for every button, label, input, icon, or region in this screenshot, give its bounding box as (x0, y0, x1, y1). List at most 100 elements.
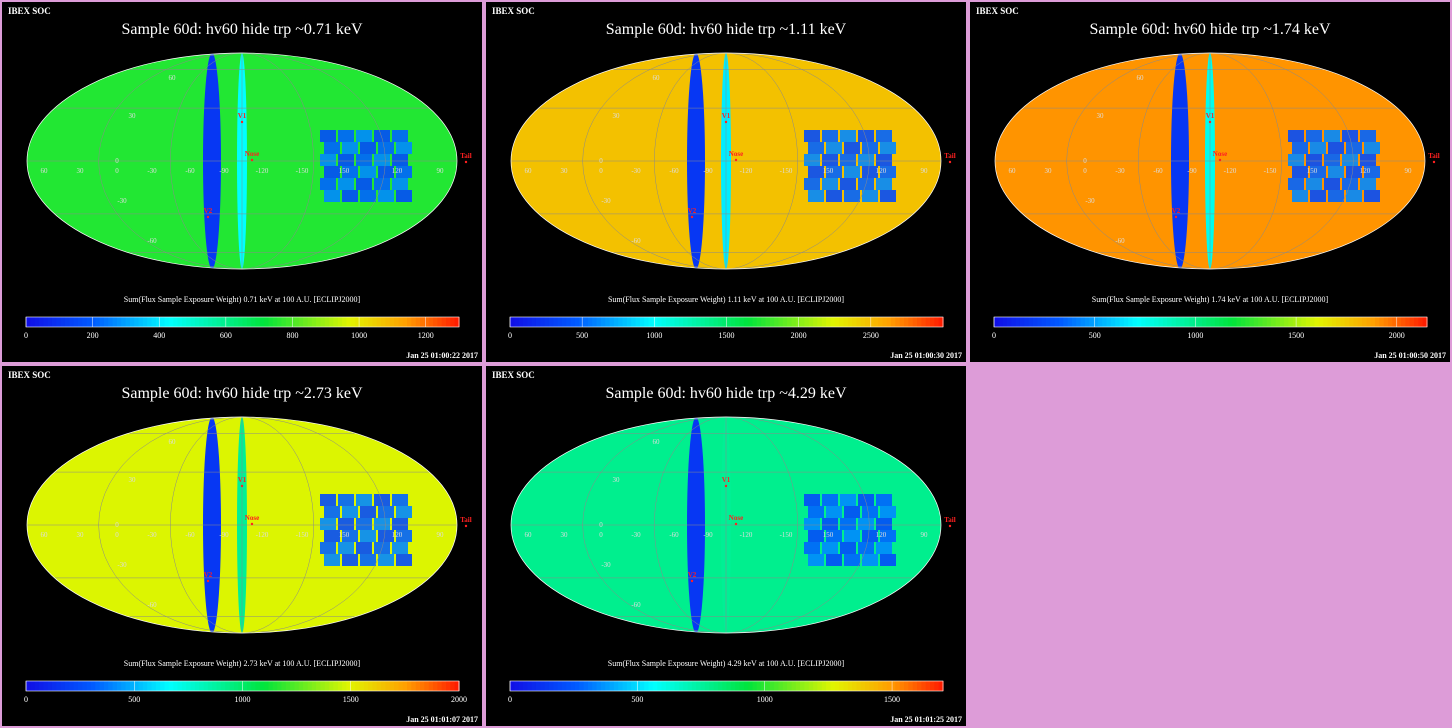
low-flux-patch (840, 130, 856, 142)
colorbar-cell (795, 681, 801, 691)
colorbar-cell (553, 317, 559, 327)
colorbar-cell (103, 681, 109, 691)
colorbar-cell (177, 317, 183, 327)
colorbar-cell (1180, 317, 1186, 327)
colorbar-tick-label: 0 (24, 695, 28, 704)
colorbar-cell (579, 317, 585, 327)
lat-label: -60 (1115, 237, 1125, 245)
lon-label: 30 (77, 531, 85, 539)
colorbar-cell (424, 317, 430, 327)
colorbar-cell (847, 681, 853, 691)
colorbar-cell (151, 681, 157, 691)
colorbar-cell (639, 681, 645, 691)
colorbar-cell (121, 681, 127, 691)
colorbar-cell (30, 317, 36, 327)
colorbar-cell (765, 317, 771, 327)
colorbar-cell (557, 317, 563, 327)
lon-label: 30 (77, 167, 85, 175)
colorbar-cell (865, 317, 870, 327)
marker-tail: Tail (460, 516, 471, 524)
colorbar-cell (1353, 317, 1359, 327)
marker-nose: Nose (245, 150, 259, 158)
colorbar-cell (899, 317, 905, 327)
low-flux-patch (822, 518, 838, 530)
colorbar-cell (522, 681, 528, 691)
colorbar-cell (1184, 317, 1190, 327)
colorbar-cell (540, 317, 546, 327)
colorbar-cell (1128, 317, 1134, 327)
low-flux-patch (844, 530, 860, 542)
low-flux-patch (1310, 142, 1326, 154)
colorbar-cell (1227, 317, 1233, 327)
colorbar-cell (782, 681, 788, 691)
colorbar-cell (394, 681, 399, 691)
low-flux-patch (320, 130, 336, 142)
colorbar-cell (674, 317, 680, 327)
colorbar-cell (1093, 317, 1099, 327)
colorbar-cell (1409, 317, 1415, 327)
colorbar-cell (518, 317, 524, 327)
marker-tail: Tail (1428, 152, 1439, 160)
colorbar-cell (527, 317, 533, 327)
marker-dot (734, 522, 738, 526)
colorbar-cell (160, 681, 166, 691)
marker-v2: V2 (1172, 207, 1181, 215)
colorbar-cell (437, 317, 443, 327)
colorbar-cell (548, 681, 554, 691)
colorbar-cell (587, 681, 593, 691)
colorbar-cell (683, 317, 689, 327)
low-flux-patch (338, 542, 354, 554)
colorbar-cell (652, 681, 658, 691)
colorbar-cell (626, 681, 632, 691)
low-flux-patch (342, 506, 358, 518)
colorbar-cell (259, 317, 265, 327)
colorbar-cell (1102, 317, 1108, 327)
marker-dot (464, 524, 468, 528)
colorbar-cell (38, 317, 44, 327)
colorbar-cell (242, 681, 248, 691)
colorbar-cell (1288, 317, 1294, 327)
colorbar-cell (648, 317, 654, 327)
colorbar-cell (277, 681, 283, 691)
colorbar-cell (535, 317, 541, 327)
colorbar-cell (800, 681, 806, 691)
low-flux-patch (374, 130, 390, 142)
colorbar-cell (808, 681, 814, 691)
lon-label: 120 (392, 531, 403, 539)
colorbar-cell (639, 317, 645, 327)
colorbar-cell (454, 317, 460, 327)
colorbar-cell (1054, 317, 1060, 327)
colorbar-cell (168, 681, 174, 691)
lon-label: 60 (1009, 167, 1017, 175)
low-flux-patch (338, 154, 354, 166)
low-flux-patch (360, 166, 376, 178)
lon-label: -120 (740, 167, 753, 175)
colorbar-cell (912, 681, 918, 691)
colorbar-cell (51, 681, 57, 691)
low-flux-patch (360, 530, 376, 542)
marker-dot (690, 215, 694, 219)
colorbar-cell (1392, 317, 1398, 327)
low-flux-patch (1328, 142, 1344, 154)
lon-label: 150 (823, 167, 834, 175)
colorbar-cell (665, 317, 671, 327)
colorbar-cell (717, 317, 723, 327)
colorbar-label: Sum(Flux Sample Exposure Weight) 4.29 ke… (607, 659, 845, 668)
lat-label: 60 (1137, 74, 1145, 82)
low-flux-patch (1292, 142, 1308, 154)
colorbar-cell (307, 317, 313, 327)
marker-v2: V2 (204, 207, 213, 215)
colorbar-tick-label: 0 (508, 695, 512, 704)
colorbar-cell (600, 317, 606, 327)
colorbar-cell (1370, 317, 1376, 327)
marker-dot (206, 579, 210, 583)
colorbar-cell (1149, 317, 1155, 327)
colorbar-cell (69, 681, 75, 691)
marker-v1: V1 (1206, 112, 1215, 120)
low-flux-patch (1288, 130, 1304, 142)
colorbar-tick-label: 1500 (719, 331, 735, 340)
colorbar-cell (220, 317, 226, 327)
colorbar-cell (34, 317, 40, 327)
colorbar-cell (1349, 317, 1354, 327)
colorbar-cell (704, 317, 710, 327)
